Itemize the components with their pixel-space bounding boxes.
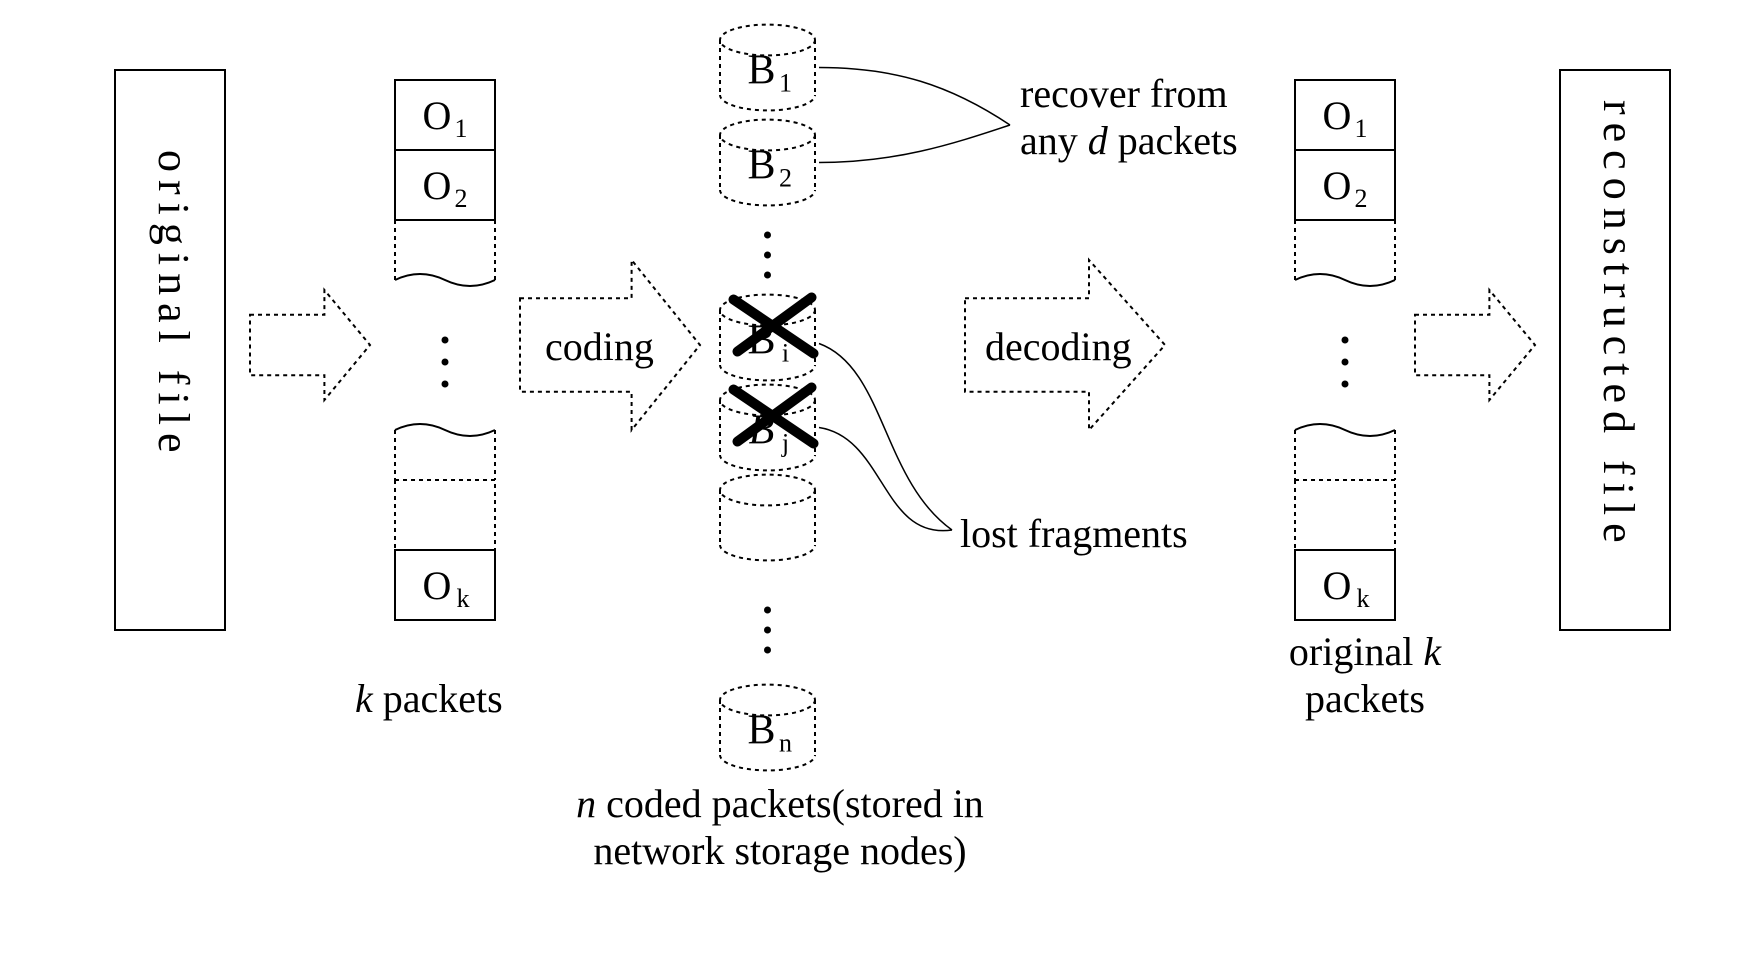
recover-annotation: recover fromany d packets xyxy=(1020,70,1238,164)
svg-text:1: 1 xyxy=(1355,114,1368,143)
svg-text:k: k xyxy=(457,584,470,613)
svg-text:B: B xyxy=(747,48,775,94)
svg-text:O: O xyxy=(423,163,452,208)
original-file-label: original file xyxy=(148,150,199,461)
svg-text:i: i xyxy=(782,339,789,368)
svg-text:1: 1 xyxy=(779,69,792,98)
svg-text:n: n xyxy=(779,729,792,758)
svg-text:O: O xyxy=(423,563,452,608)
svg-text:B: B xyxy=(747,143,775,189)
svg-text:2: 2 xyxy=(455,184,468,213)
svg-text:O: O xyxy=(1323,163,1352,208)
svg-text:2: 2 xyxy=(779,164,792,193)
svg-text:1: 1 xyxy=(455,114,468,143)
svg-text:O: O xyxy=(1323,563,1352,608)
svg-text:k: k xyxy=(1357,584,1370,613)
original-k-packets-caption: original kpackets xyxy=(1265,628,1465,722)
decoding-label: decoding xyxy=(985,323,1132,370)
reconstructed-file-label: reconstructed file xyxy=(1593,100,1644,551)
lost-fragments-annotation: lost fragments xyxy=(960,510,1188,557)
svg-text:2: 2 xyxy=(1355,184,1368,213)
svg-text:j: j xyxy=(781,429,789,458)
diagram-root: O1O2OkO1O2OkB1B2BiBjBn original file rec… xyxy=(0,0,1747,953)
svg-text:O: O xyxy=(1323,93,1352,138)
svg-text:O: O xyxy=(423,93,452,138)
n-coded-packets-caption: n coded packets(stored innetwork storage… xyxy=(550,780,1010,874)
coding-label: coding xyxy=(545,323,654,370)
k-packets-caption: k packets xyxy=(355,675,503,722)
svg-text:B: B xyxy=(747,708,775,754)
